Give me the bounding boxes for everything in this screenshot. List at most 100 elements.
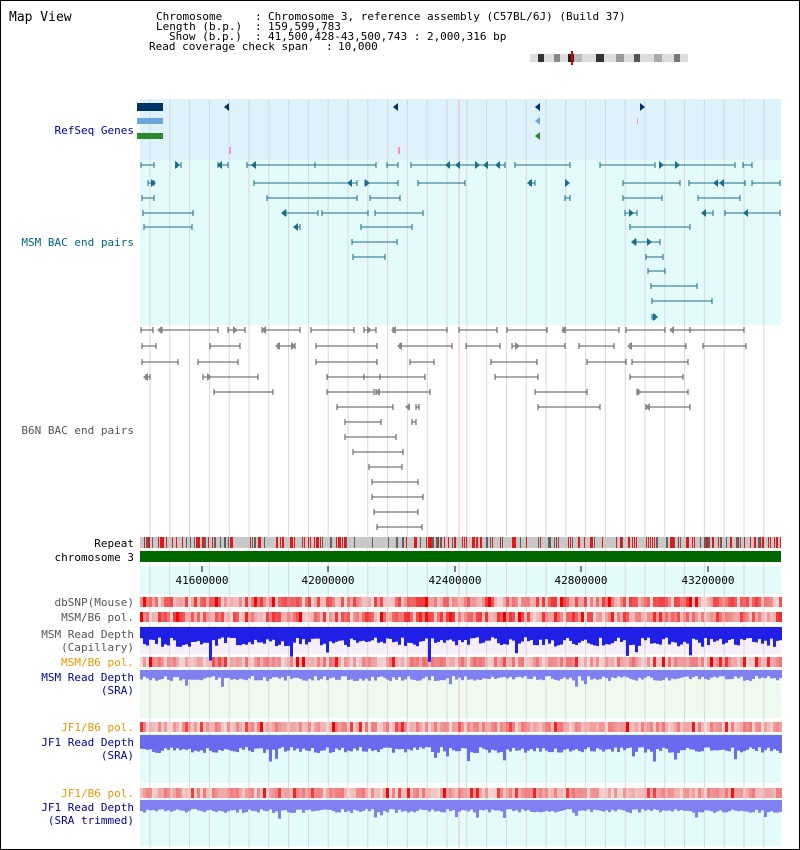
jf1-sra-depth-bar [314, 735, 317, 753]
msm-sra-depth-bar [143, 670, 146, 677]
msm-cap-depth-bar [365, 627, 368, 642]
msm-b6-pol-cell [701, 612, 704, 622]
repeat-element [620, 537, 622, 548]
dbsnp-cell [728, 597, 731, 607]
dbsnp-cell [686, 597, 689, 607]
dbsnp-cell [314, 597, 317, 607]
msm-cap-depth-bar [302, 627, 305, 640]
msm-cap-depth-bar [626, 627, 629, 656]
jf1-b6-pol-trim-cell [686, 788, 689, 798]
msm-bac-end [631, 238, 636, 246]
jf1-b6-pol-cell [737, 722, 740, 732]
jf1-b6-pol-cell [758, 722, 761, 732]
jf1-trim-depth-bar [383, 800, 386, 812]
dbsnp-cell [425, 597, 428, 607]
jf1-b6-pol-cell [626, 722, 629, 732]
repeat-label: Repeat [94, 537, 134, 550]
jf1-b6-pol-trim-cell [311, 788, 314, 798]
jf1-trim-depth-bar [668, 800, 671, 811]
msm-b6-pol-sra-cell [380, 657, 383, 667]
jf1-b6-pol-trim-cell [779, 788, 782, 798]
msm-b6-pol-sra-cell [767, 657, 770, 667]
msm-sra-depth-bar [701, 670, 704, 677]
msm-b6-pol-sra-cell [650, 657, 653, 667]
dbsnp-cell [449, 597, 452, 607]
msm-sra-depth-bar [551, 670, 554, 679]
msm-b6-pol-cell [575, 612, 578, 622]
msm-sra-depth-bar [494, 670, 497, 679]
msm-b6-pol-cell [191, 612, 194, 622]
dbsnp-cell [290, 597, 293, 607]
jf1-b6-pol-cell [278, 722, 281, 732]
msm-cap-depth-bar [497, 627, 500, 644]
dbsnp-cell [281, 597, 284, 607]
msm-sra-depth-bar [431, 670, 434, 677]
jf1-b6-pol-cell [545, 722, 548, 732]
jf1-sra-depth-bar [491, 735, 494, 750]
dbsnp-cell [740, 597, 743, 607]
dbsnp-cell [383, 597, 386, 607]
jf1-b6-pol-cell [296, 722, 299, 732]
repeat-element [186, 537, 187, 548]
msm-b6-pol-sra-cell [596, 657, 599, 667]
msm-b6-pol-sra-cell [689, 657, 692, 667]
ideogram-band [544, 54, 554, 62]
msm-cap-depth-bar [500, 627, 503, 646]
msm-b6-pol-sra-cell [470, 657, 473, 667]
jf1-trim-sub: (SRA trimmed) [47, 814, 134, 827]
repeat-element [704, 537, 706, 548]
jf1-trim-depth-bar [578, 800, 581, 811]
jf1-trim-depth-bar [779, 800, 782, 812]
jf1-sra-depth-bar [758, 735, 761, 748]
msm-b6-pol-cell [287, 612, 290, 622]
msm-sra-depth-bar [713, 670, 716, 677]
jf1-b6-pol-cell [506, 722, 509, 732]
dbsnp-cell [698, 597, 701, 607]
repeat-element [194, 537, 195, 548]
msm-sra-depth-bar [371, 670, 374, 677]
jf1-b6-pol-trim-cell [749, 788, 752, 798]
msm-b6-pol-sra-cell [605, 657, 608, 667]
msm-sra-depth-bar [566, 670, 569, 680]
jf1-b6-pol-trim-cell [572, 788, 575, 798]
jf1-trim-depth-bar [704, 800, 707, 811]
repeat-element [314, 537, 315, 548]
jf1-sra-depth-bar [443, 735, 446, 752]
msm-b6-pol-sra-cell [776, 657, 779, 667]
jf1-trim-depth-bar [464, 800, 467, 811]
length-value: 159,599,783 [268, 20, 341, 33]
jf1-sra-depth-bar [509, 735, 512, 752]
dbsnp-cell [719, 597, 722, 607]
repeat-element [290, 537, 292, 548]
jf1-trim-depth-bar [347, 800, 350, 811]
jf1-trim-depth-bar [332, 800, 335, 812]
msm-b6-pol-sra-cell [203, 657, 206, 667]
msm-b6-pol-cell [608, 612, 611, 622]
jf1-sra-depth-bar [638, 735, 641, 748]
jf1-trim-depth-bar [575, 800, 578, 816]
jf1-trim-depth-bar [719, 800, 722, 811]
msm-cap-depth-bar [611, 627, 614, 644]
jf1-b6-pol-cell [152, 722, 155, 732]
msm-bac-track-bg [140, 160, 781, 325]
jf1-sra-depth-bar [524, 735, 527, 753]
jf1-b6-pol-cell [635, 722, 638, 732]
dbsnp-cell [431, 597, 434, 607]
msm-sra-depth-bar [359, 670, 362, 679]
msm-bac-end [675, 161, 680, 169]
jf1-b6-pol-trim-cell [152, 788, 155, 798]
jf1-trim-depth-bar [404, 800, 407, 812]
msm-b6-pol-cell [257, 612, 260, 622]
msm-cap-depth-bar [272, 627, 275, 640]
msm-cap-depth-bar [515, 627, 518, 654]
jf1-sra-depth-bar [374, 735, 377, 751]
dbsnp-cell [452, 597, 455, 607]
msm-b6-pol-cell [665, 612, 668, 622]
msm-cap-depth-bar [644, 627, 647, 641]
msm-b6-pol-sra-cell [671, 657, 674, 667]
jf1-sra-depth-bar [647, 735, 650, 750]
jf1-trim-depth-bar [197, 800, 200, 811]
repeat-element [706, 537, 708, 548]
msm-sra-depth-bar [374, 670, 377, 681]
jf1-b6-pol-trim-cell [419, 788, 422, 798]
